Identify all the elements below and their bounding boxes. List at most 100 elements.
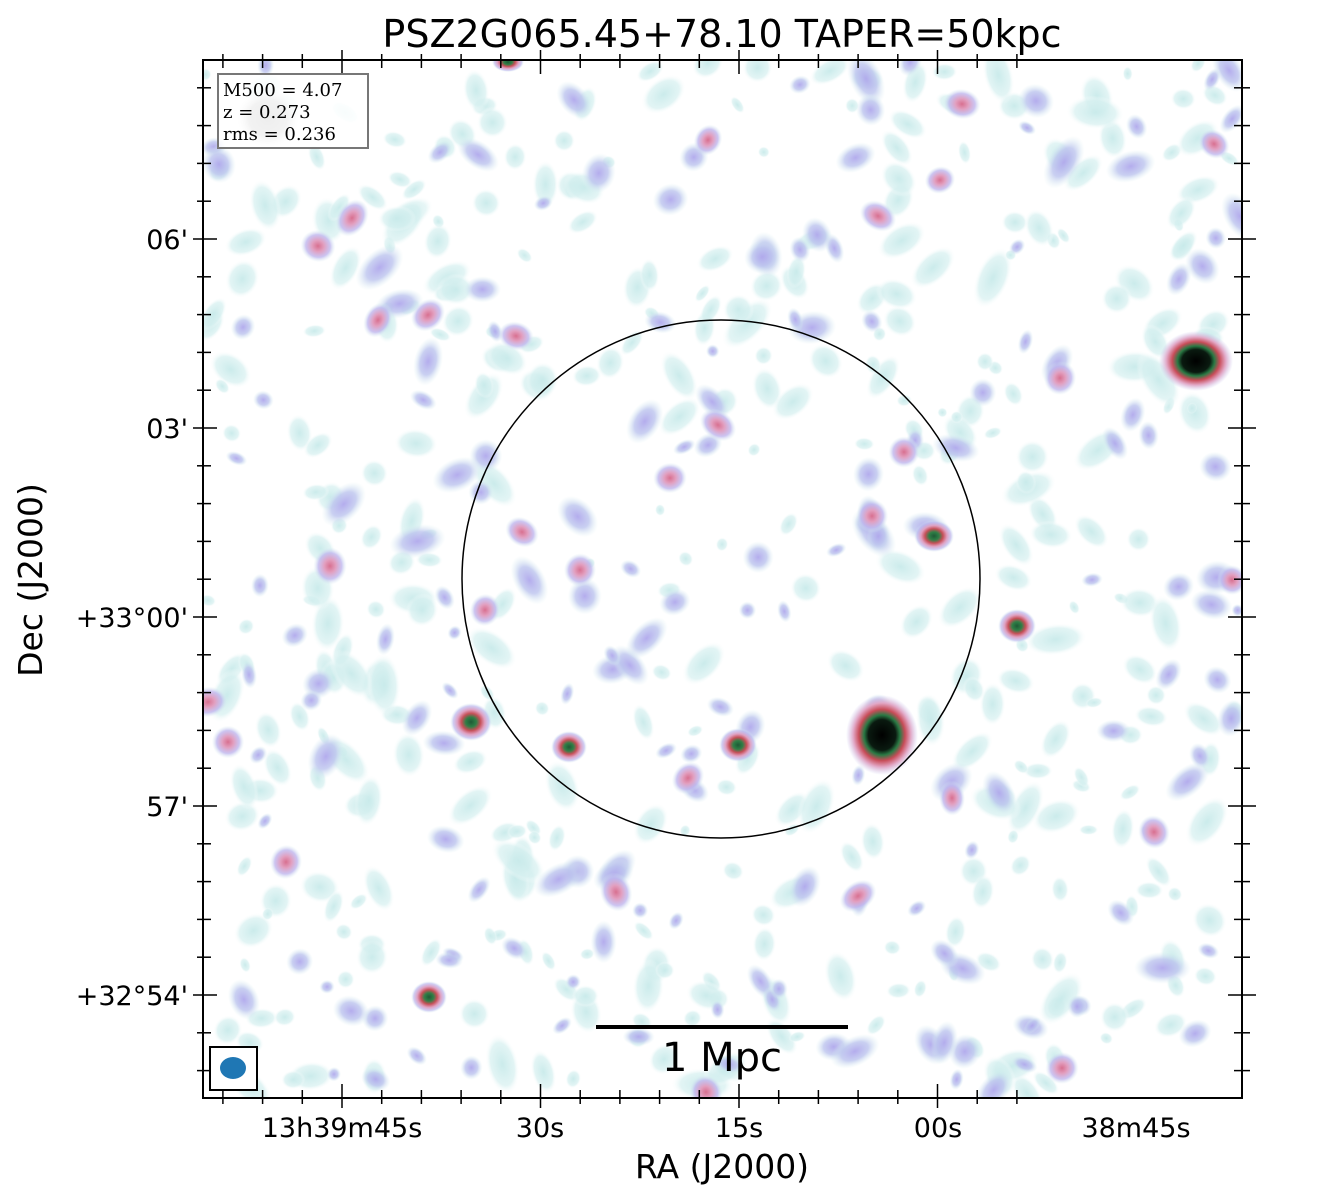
emission-blob [336,970,355,989]
emission-blob [483,926,498,946]
emission-blob [1134,705,1169,727]
emission-blob [1134,881,1164,900]
emission-blob [462,69,490,112]
emission-blob [644,311,677,334]
emission-blob [335,923,353,941]
emission-blob [1111,808,1135,850]
emission-blob [225,259,260,299]
emission-blob [1197,942,1220,959]
emission-blob [846,60,886,106]
emission-blob [957,140,972,165]
info-box: M500 = 4.07 z = 0.273 rms = 0.236 [217,73,369,149]
emission-blob [401,178,427,201]
emission-blob [590,920,617,964]
emission-blob [361,1067,391,1092]
emission-blob [1028,520,1073,549]
emission-blob [639,258,660,292]
emission-blob [823,950,858,1002]
emission-blob [327,193,351,222]
emission-blob [471,188,501,218]
emission-blob [532,160,559,209]
emission-blob [362,865,395,912]
emission-blob [648,1043,680,1075]
emission-blob [394,428,438,459]
emission-blob [510,555,549,605]
emission-blob [377,205,417,232]
emission-blob [864,354,882,375]
emission-blob [1189,742,1211,770]
emission-blob [565,974,581,990]
m500-value: M500 = 4.07 [223,80,342,101]
emission-blob [771,382,814,421]
emission-blob [392,732,425,778]
emission-blob [498,321,534,351]
emission-blob [1105,149,1156,183]
emission-blob [257,813,273,830]
emission-blob [410,298,446,332]
emission-blob [1134,951,1191,984]
emission-blob [422,730,466,756]
emission-blob [1043,135,1085,189]
emission-blob [1183,701,1224,737]
emission-blob [273,1007,296,1027]
emission-blob [420,937,442,967]
emission-blob [671,761,705,795]
emission-blob [932,433,980,463]
emission-blob [1212,60,1242,92]
emission-blob [1126,527,1151,552]
emission-blob [898,60,923,77]
emission-blob [551,731,587,763]
emission-blob [982,770,1017,815]
emission-blob [691,60,724,79]
emission-blob [1145,855,1172,888]
emission-blob [705,344,720,359]
emission-blob [1040,719,1072,759]
emission-blob [1001,210,1029,234]
emission-blob [1185,248,1220,285]
emission-blob [1167,886,1183,902]
emission-blob [466,626,517,670]
emission-blob [1178,1019,1212,1048]
emission-blob [1219,104,1242,133]
emission-blob [335,199,369,237]
emission-blob [930,939,959,968]
emission-blob [1168,230,1198,262]
emission-blob [1190,589,1233,620]
emission-blob [1203,666,1232,694]
emission-blob [937,586,982,629]
emission-blob [679,824,691,837]
emission-blob [860,822,885,861]
emission-blob [1011,1055,1038,1073]
emission-blob [241,661,257,689]
emission-blob [401,699,433,736]
emission-blob [699,408,737,442]
emission-blob [1170,88,1197,110]
emission-blob [681,641,726,686]
emission-blob [567,210,598,234]
emission-blob [719,728,757,762]
emission-blob [651,663,672,681]
emission-blob [678,551,694,567]
emission-blob [853,437,875,451]
emission-blob [757,146,770,158]
emission-blob [506,823,528,840]
emission-blob [1120,397,1146,433]
emission-blob [877,221,926,260]
ra-tick-label: 15s [715,1113,763,1144]
emission-blob [262,748,293,787]
emission-blob [525,361,559,399]
emission-blob [754,346,773,366]
emission-blob [1163,572,1195,602]
emission-blob [491,838,546,884]
emission-blob [1198,129,1230,159]
emission-blob [1022,762,1053,780]
emission-blob [579,948,595,960]
emission-blob [319,979,335,994]
emission-blob [581,153,616,194]
emission-blob [441,682,459,699]
emission-blob [620,329,644,356]
emission-blob [853,456,885,492]
emission-blob [653,462,687,494]
emission-blob [1231,604,1242,617]
